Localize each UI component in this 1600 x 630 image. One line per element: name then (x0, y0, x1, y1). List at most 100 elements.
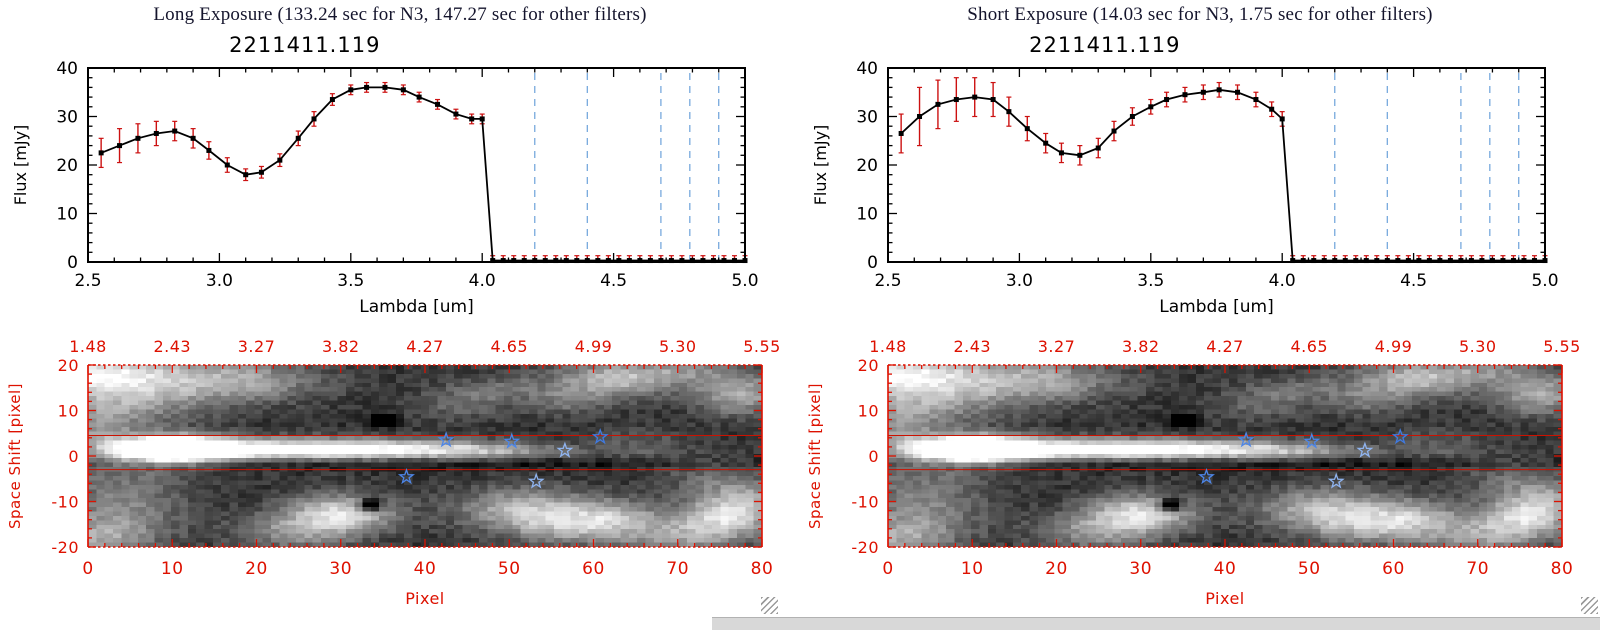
svg-text:Pixel: Pixel (1205, 589, 1245, 608)
svg-text:60: 60 (1382, 559, 1405, 579)
svg-text:10: 10 (961, 559, 984, 579)
panel-title-short: Short Exposure (14.03 sec for N3, 1.75 s… (967, 4, 1433, 25)
svg-text:20: 20 (245, 559, 268, 579)
svg-text:Pixel: Pixel (405, 589, 445, 608)
svg-text:50: 50 (498, 559, 521, 579)
image-axes: 1.48 2.43 3.27 3.82 4.27 4.65 4.99 5.30 5.55 0 10 2… (6, 337, 781, 608)
window-edge-strip (712, 617, 1600, 630)
svg-text:Flux [mJy]: Flux [mJy] (11, 125, 30, 206)
svg-text:40: 40 (1214, 559, 1237, 579)
svg-text:5.30: 5.30 (659, 337, 697, 356)
spectrum-plot-short: 2.5 3.0 3.5 4.0 4.5 5.0 0 10 20 30 40 Lambda [um] Fl… (811, 33, 1559, 317)
star-marker-icon (1356, 441, 1374, 458)
spectrum-plot-long: 2.5 3.0 3.5 4.0 4.5 5.0 0 10 20 30 40 Lambda [um] Fl… (11, 33, 759, 317)
star-marker-icon (1197, 467, 1215, 485)
svg-text:2.5: 2.5 (74, 271, 101, 291)
svg-text:20: 20 (1045, 559, 1068, 579)
svg-text:Lambda [um]: Lambda [um] (1159, 297, 1273, 317)
svg-text:3.0: 3.0 (206, 271, 233, 291)
svg-text:4.65: 4.65 (490, 337, 528, 356)
svg-text:5.55: 5.55 (743, 337, 781, 356)
svg-text:Flux [mJy]: Flux [mJy] (811, 125, 830, 206)
svg-text:0: 0 (867, 253, 878, 273)
panel-title-long: Long Exposure (133.24 sec for N3, 147.27… (153, 4, 647, 25)
svg-text:-10: -10 (851, 493, 879, 512)
svg-text:2211411.119: 2211411.119 (229, 33, 380, 57)
svg-text:4.0: 4.0 (469, 271, 496, 291)
svg-text:2.43: 2.43 (953, 337, 991, 356)
svg-text:3.27: 3.27 (1038, 337, 1076, 356)
panel-long-exposure: Long Exposure (133.24 sec for N3, 147.27… (6, 4, 781, 614)
svg-text:5.30: 5.30 (1459, 337, 1497, 356)
svg-text:1.48: 1.48 (69, 337, 107, 356)
star-marker-icon (397, 467, 415, 485)
svg-text:4.99: 4.99 (575, 337, 613, 356)
svg-text:4.5: 4.5 (600, 271, 627, 291)
svg-text:Space Shift [pixel]: Space Shift [pixel] (806, 383, 824, 529)
star-marker-icon (527, 472, 545, 489)
star-marker-icon (556, 441, 574, 458)
spectrum-series: 2.5 3.0 3.5 4.0 4.5 5.0 0 10 20 30 40 Lambda [um] Fl… (11, 33, 759, 317)
svg-text:20: 20 (56, 156, 78, 176)
star-marker-icon (1327, 472, 1345, 489)
resize-grip-icon[interactable] (1581, 597, 1598, 614)
svg-text:60: 60 (582, 559, 605, 579)
spectral-2d-image-short (888, 365, 1562, 547)
svg-text:0: 0 (68, 447, 79, 466)
svg-text:30: 30 (329, 559, 352, 579)
svg-text:3.5: 3.5 (337, 271, 364, 291)
svg-text:4.27: 4.27 (1206, 337, 1244, 356)
svg-text:3.82: 3.82 (322, 337, 360, 356)
svg-text:0: 0 (868, 447, 879, 466)
star-marker-icon (591, 427, 609, 445)
svg-text:40: 40 (856, 59, 878, 79)
svg-text:4.0: 4.0 (1269, 271, 1296, 291)
svg-text:4.65: 4.65 (1290, 337, 1328, 356)
svg-text:5.0: 5.0 (1531, 271, 1558, 291)
svg-text:20: 20 (858, 356, 879, 375)
svg-text:4.27: 4.27 (406, 337, 444, 356)
svg-text:2.43: 2.43 (153, 337, 191, 356)
svg-text:-20: -20 (51, 538, 79, 557)
star-marker-icon (1303, 432, 1321, 449)
svg-text:4.5: 4.5 (1400, 271, 1427, 291)
svg-text:40: 40 (414, 559, 437, 579)
star-marker-icon (503, 432, 521, 449)
star-marker-icon (1391, 427, 1409, 445)
svg-text:70: 70 (666, 559, 689, 579)
star-marker-icon (437, 431, 455, 448)
spectrum-series: 2.5 3.0 3.5 4.0 4.5 5.0 0 10 20 30 40 Lambda [um] Fl… (811, 33, 1559, 317)
svg-text:0: 0 (82, 559, 93, 579)
svg-text:70: 70 (1466, 559, 1489, 579)
svg-text:0: 0 (882, 559, 893, 579)
svg-text:2.5: 2.5 (874, 271, 901, 291)
svg-text:30: 30 (1129, 559, 1152, 579)
svg-text:30: 30 (856, 108, 878, 128)
spectral-2d-image-long (88, 365, 762, 547)
svg-text:10: 10 (58, 402, 79, 421)
resize-grip-icon[interactable] (761, 597, 778, 614)
svg-text:Space Shift [pixel]: Space Shift [pixel] (6, 383, 24, 529)
svg-text:1.48: 1.48 (869, 337, 907, 356)
svg-text:10: 10 (56, 205, 78, 225)
spectral-image-axes-short: 1.48 2.43 3.27 3.82 4.27 4.65 4.99 5.30 5.55 0 10 2… (806, 337, 1580, 608)
svg-text:20: 20 (856, 156, 878, 176)
svg-text:4.99: 4.99 (1375, 337, 1413, 356)
svg-text:3.27: 3.27 (238, 337, 276, 356)
svg-text:40: 40 (56, 59, 78, 79)
svg-text:10: 10 (858, 402, 879, 421)
svg-text:2211411.119: 2211411.119 (1029, 33, 1180, 57)
svg-text:3.0: 3.0 (1006, 271, 1033, 291)
svg-text:50: 50 (1298, 559, 1321, 579)
svg-text:-20: -20 (851, 538, 879, 557)
svg-text:Lambda [um]: Lambda [um] (359, 297, 473, 317)
svg-text:3.5: 3.5 (1137, 271, 1164, 291)
svg-text:80: 80 (1551, 559, 1574, 579)
svg-text:3.82: 3.82 (1122, 337, 1160, 356)
svg-text:-10: -10 (51, 493, 79, 512)
svg-text:0: 0 (67, 253, 78, 273)
panel-short-exposure: Short Exposure (14.03 sec for N3, 1.75 s… (800, 0, 1600, 630)
svg-text:20: 20 (58, 356, 79, 375)
svg-text:80: 80 (751, 559, 774, 579)
svg-text:10: 10 (856, 205, 878, 225)
